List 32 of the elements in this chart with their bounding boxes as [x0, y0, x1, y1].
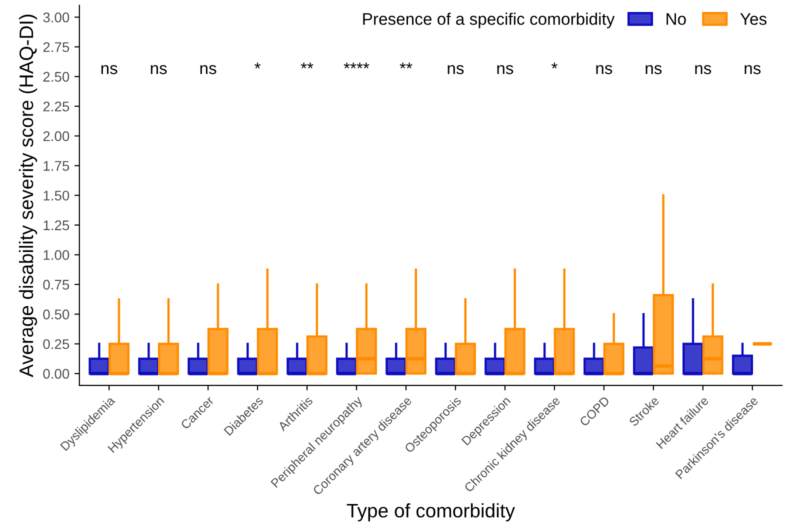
annotation: ns	[101, 65, 118, 74]
y-tick-label: 1.75	[44, 161, 70, 171]
annotation: *	[254, 62, 261, 68]
y-tick-label: 1.50	[44, 190, 70, 201]
y-tick-label: 1.25	[44, 220, 70, 230]
y-tick-label: 2.00	[43, 131, 70, 142]
annotation: ns	[695, 65, 712, 74]
annotation: ****	[344, 62, 370, 68]
y-tick-label: 2.25	[43, 102, 70, 112]
annotation: ns	[497, 65, 514, 74]
y-tick-label: 0.50	[43, 309, 70, 320]
y-tick-label: 0.00	[43, 368, 70, 379]
y-tick-label: 0.75	[43, 280, 70, 290]
legend-label: No	[666, 13, 686, 25]
annotation: ns	[646, 65, 662, 74]
y-tick-label: 3.00	[43, 12, 70, 22]
annotation: ns	[200, 65, 216, 74]
annotation: *	[551, 62, 558, 68]
x-axis-title: Type of comorbidity	[346, 503, 516, 522]
y-tick-label: 2.50	[43, 72, 70, 82]
annotation: **	[400, 62, 412, 68]
annotation: ns	[150, 65, 167, 74]
y-tick-label: 0.25	[43, 339, 70, 350]
legend-label: Yes	[740, 13, 766, 25]
annotation: ns	[744, 65, 761, 74]
y-tick-label: 2.75	[43, 42, 70, 52]
annotation: **	[300, 62, 314, 68]
legend-title: Presence of a specific comorbidity	[363, 12, 615, 28]
annotation: ns	[448, 65, 464, 74]
y-axis-title: Average disability severity score (HAQ-DI)	[18, 14, 38, 378]
y-tick-label: 1.00	[44, 250, 70, 260]
annotation: ns	[596, 65, 612, 74]
